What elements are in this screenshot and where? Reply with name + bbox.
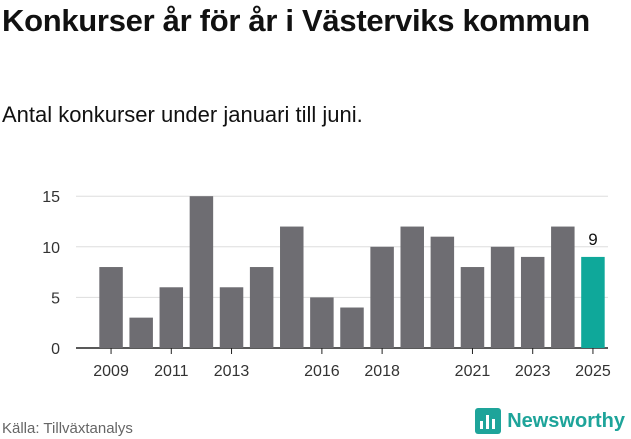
y-axis-ticks: 0 5 10 15 [42, 189, 60, 358]
bar-2015 [280, 226, 304, 348]
data-labels: 9 [588, 230, 597, 249]
bar-2016 [310, 297, 334, 348]
x-tick-label-2023: 2023 [515, 363, 551, 380]
bar-2020 [430, 236, 455, 348]
y-tick-label-10: 10 [42, 240, 60, 257]
bar-2011 [159, 287, 184, 348]
x-tick-label-2025: 2025 [575, 363, 611, 380]
y-tick-label-15: 15 [42, 189, 60, 206]
bar-2012 [189, 196, 214, 348]
chart-bars-icon [475, 408, 502, 434]
bar-2019 [400, 226, 424, 348]
bar-2021 [460, 267, 485, 348]
y-tick-label-5: 5 [51, 290, 60, 307]
bar-2009 [99, 267, 123, 348]
x-tick-label-2013: 2013 [214, 363, 250, 380]
x-tick-label-2018: 2018 [364, 363, 400, 380]
chart-title: Konkurser år för år i Västerviks kommun [2, 3, 590, 38]
x-tick-label-2011: 2011 [154, 363, 189, 380]
y-tick-label-0: 0 [51, 341, 60, 358]
bar-2018 [370, 246, 394, 348]
data-label-2025: 9 [588, 230, 597, 249]
brand-name: Newsworthy [507, 409, 625, 432]
source-note: Källa: Tillväxtanalys [2, 420, 133, 437]
bar-2024 [551, 226, 575, 348]
x-axis-ticks: 2009 2011 2013 2016 2018 2021 2023 2025 [93, 348, 611, 380]
brand-logo: Newsworthy [475, 408, 625, 434]
bar-2013 [219, 287, 244, 348]
bar-2010 [129, 317, 153, 348]
bar-2025 [581, 256, 605, 348]
bars [99, 196, 605, 348]
bar-2017 [340, 307, 364, 348]
x-tick-label-2016: 2016 [304, 363, 340, 380]
bar-2022 [490, 246, 515, 348]
bar-2023 [520, 256, 545, 348]
bar-2014 [249, 267, 274, 348]
chart-subtitle: Antal konkurser under januari till juni. [2, 102, 363, 127]
x-tick-label-2021: 2021 [455, 363, 491, 380]
x-tick-label-2009: 2009 [93, 363, 129, 380]
